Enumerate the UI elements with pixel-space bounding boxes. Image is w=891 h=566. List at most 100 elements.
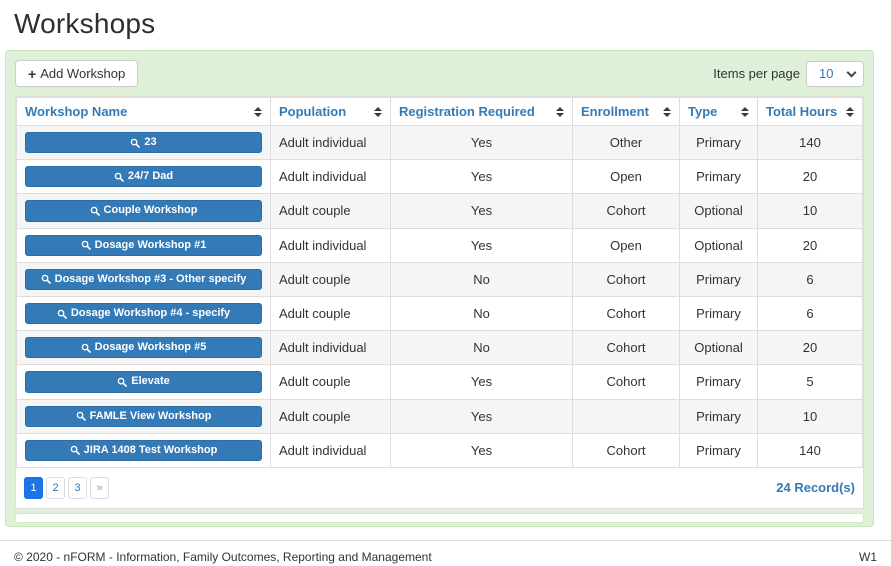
total-hours-cell: 6: [757, 261, 863, 297]
enrollment-cell: Open: [572, 227, 680, 263]
workshop-name-label: FAMLE View Workshop: [89, 409, 212, 422]
table-row: Dosage Workshop #3 - Other specify Adult…: [16, 261, 863, 297]
search-icon: [81, 240, 91, 251]
search-icon: [117, 377, 128, 387]
column-header-population[interactable]: Population: [270, 97, 391, 126]
population-cell: Adult individual: [270, 227, 391, 263]
search-icon: [90, 206, 100, 216]
population-cell: Adult couple: [270, 295, 391, 332]
workshop-name-cell: Elevate: [16, 364, 271, 400]
registration-required-cell: Yes: [390, 193, 573, 229]
workshop-name-label: Couple Workshop: [103, 204, 198, 217]
total-hours-cell: 5: [757, 364, 863, 400]
sort-icon: [663, 106, 671, 117]
table-row: 24/7 Dad Adult individual Yes Open Prima…: [16, 159, 863, 195]
workshop-detail-button[interactable]: 23: [25, 132, 262, 154]
workshop-name-label: 24/7 Dad: [127, 170, 174, 183]
items-per-page-select[interactable]: 10: [806, 60, 864, 87]
registration-required-cell: Yes: [390, 432, 573, 468]
workshop-detail-button[interactable]: Couple Workshop: [25, 200, 262, 222]
workshop-name-label: JIRA 1408 Test Workshop: [83, 443, 218, 456]
workshop-detail-button[interactable]: Elevate: [25, 371, 262, 393]
registration-required-cell: No: [390, 261, 573, 297]
pagination-row: 1 2 3 » 24 Record(s): [16, 467, 863, 508]
registration-required-cell: No: [390, 330, 573, 366]
registration-required-cell: Yes: [390, 398, 573, 434]
enrollment-cell: Cohort: [572, 330, 680, 366]
enrollment-cell: Cohort: [572, 261, 680, 297]
type-cell: Primary: [679, 295, 758, 332]
page-button[interactable]: »: [90, 476, 109, 499]
workshop-name-label: Dosage Workshop #4 - specify: [70, 306, 231, 319]
sort-icon: [254, 106, 262, 117]
type-cell: Primary: [679, 159, 758, 195]
population-cell: Adult couple: [270, 364, 391, 400]
header-row: Workshop Name Population Registration Re…: [16, 97, 863, 126]
type-cell: Optional: [679, 193, 758, 229]
workshop-name-cell: 23: [16, 124, 271, 161]
workshop-name-cell: JIRA 1408 Test Workshop: [16, 432, 271, 468]
type-cell: Optional: [679, 330, 758, 366]
search-icon: [76, 411, 86, 421]
type-cell: Primary: [679, 124, 758, 161]
plus-icon: +: [28, 65, 37, 82]
column-header-type[interactable]: Type: [679, 97, 758, 126]
table-row: 23 Adult individual Yes Other Primary 14…: [16, 124, 863, 161]
workshop-detail-button[interactable]: FAMLE View Workshop: [25, 405, 262, 427]
page-button[interactable]: 2: [46, 476, 65, 499]
workshop-detail-button[interactable]: Dosage Workshop #4 - specify: [25, 302, 262, 325]
items-per-page: Items per page 10: [713, 60, 864, 87]
type-cell: Primary: [679, 364, 758, 400]
add-workshop-button[interactable]: + Add Workshop: [15, 60, 139, 87]
total-hours-cell: 140: [757, 432, 863, 468]
page-title: Workshops: [14, 8, 156, 39]
workshop-name-cell: Dosage Workshop #3 - Other specify: [16, 261, 271, 297]
column-header-workshop-name[interactable]: Workshop Name: [16, 97, 271, 126]
sort-icon: [846, 106, 854, 117]
search-icon: [57, 309, 67, 319]
total-hours-cell: 6: [757, 295, 863, 332]
column-label: Workshop Name: [25, 104, 128, 119]
search-icon: [81, 343, 91, 353]
enrollment-cell: Cohort: [572, 295, 680, 332]
workshop-name-label: Elevate: [131, 375, 170, 388]
population-cell: Adult couple: [270, 261, 391, 297]
search-icon: [131, 138, 141, 148]
workshop-detail-button[interactable]: 24/7 Dad: [25, 166, 262, 188]
registration-required-cell: No: [390, 295, 573, 332]
workshop-detail-button[interactable]: Dosage Workshop #1: [25, 234, 262, 256]
search-icon: [41, 275, 51, 285]
column-label: Total Hours: [766, 104, 838, 119]
population-cell: Adult couple: [270, 398, 391, 434]
column-header-enrollment[interactable]: Enrollment: [572, 97, 680, 126]
type-cell: Optional: [679, 227, 758, 263]
column-label: Type: [688, 104, 718, 119]
population-cell: Adult couple: [270, 193, 391, 229]
workshop-detail-button[interactable]: JIRA 1408 Test Workshop: [25, 439, 262, 461]
column-label: Population: [279, 104, 347, 119]
enrollment-cell: Cohort: [572, 364, 680, 400]
record-count: 24 Record(s): [776, 480, 855, 496]
table-row: JIRA 1408 Test Workshop Adult individual…: [16, 432, 863, 468]
column-header-total-hours[interactable]: Total Hours: [757, 97, 863, 126]
registration-required-cell: Yes: [390, 124, 573, 161]
population-cell: Adult individual: [270, 124, 391, 161]
page-button[interactable]: 3: [68, 476, 87, 499]
workshop-name-label: Dosage Workshop #1: [94, 238, 207, 251]
workshop-detail-button[interactable]: Dosage Workshop #3 - Other specify: [25, 268, 262, 290]
table-container: Workshop Name Population Registration Re…: [15, 96, 864, 509]
workshops-panel: + Add Workshop Items per page 10 Worksho…: [5, 50, 874, 527]
workshop-detail-button[interactable]: Dosage Workshop #5: [25, 337, 262, 359]
workshop-name-label: Dosage Workshop #5: [94, 341, 207, 354]
column-header-registration-required[interactable]: Registration Required: [390, 97, 573, 126]
workshop-name-cell: Couple Workshop: [16, 193, 271, 229]
add-workshop-label: Add Workshop: [40, 66, 126, 81]
workshop-name-label: 23: [144, 136, 157, 148]
footer-divider: [0, 539, 891, 541]
page-button[interactable]: 1: [24, 476, 43, 499]
enrollment-cell: Cohort: [572, 432, 680, 468]
workshop-name-cell: 24/7 Dad: [16, 159, 271, 195]
items-per-page-select-wrap: 10: [806, 60, 864, 87]
total-hours-cell: 10: [757, 398, 863, 434]
page-footer: © 2020 - nFORM - Information, Family Out…: [0, 541, 891, 564]
